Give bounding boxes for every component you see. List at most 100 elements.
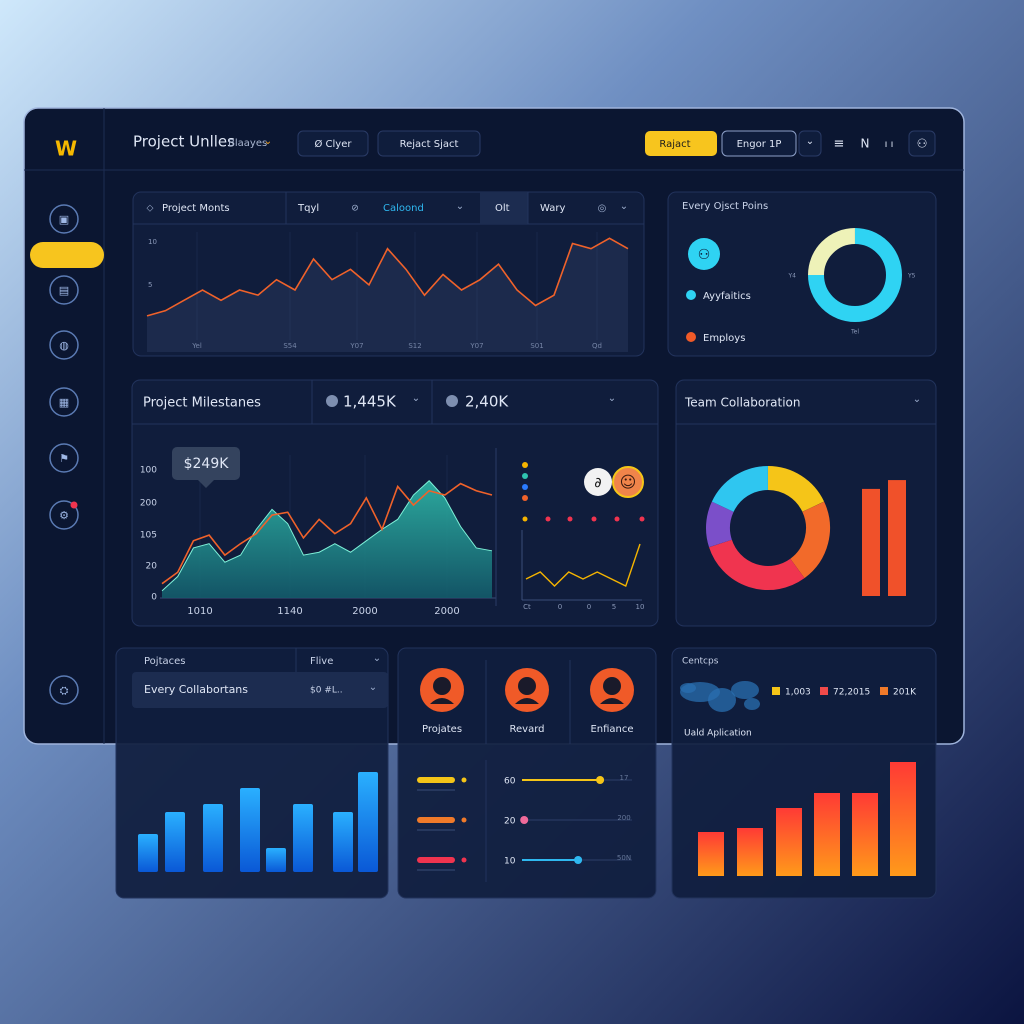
app-title: Project Unlles: [133, 133, 235, 151]
legend-label: Ayyfaitics: [703, 291, 751, 302]
sidebar-icon[interactable]: [49, 675, 79, 705]
area-series: [162, 480, 492, 598]
sidebar-icon[interactable]: [49, 275, 79, 305]
legend-swatch: [880, 687, 888, 695]
bar: [266, 848, 286, 872]
tab-label[interactable]: Tqyl: [297, 203, 319, 214]
header-icon: N: [861, 137, 870, 151]
icon: ⚙: [59, 509, 69, 522]
donut-segment: [706, 501, 734, 548]
panel-title: Every Ojsct Poins: [682, 201, 768, 212]
icon: ▣: [59, 213, 69, 226]
sidebar-icon[interactable]: [49, 204, 79, 234]
icon: ◍: [59, 339, 69, 352]
donut-segment: [789, 501, 830, 579]
row-label: 10: [504, 857, 516, 867]
marker-dot: [567, 516, 573, 522]
sidebar-icon[interactable]: [49, 443, 79, 473]
reward-label[interactable]: Enfiance: [590, 724, 633, 735]
sidebar-icon[interactable]: [49, 330, 79, 360]
marker-dot: [639, 516, 645, 522]
map-shape: [708, 688, 736, 712]
panel-title: Team Collaboration: [684, 396, 801, 410]
map-shape: [744, 698, 760, 710]
app-subtitle: Blaayes: [228, 138, 267, 149]
line-series: [146, 237, 629, 317]
filter-box[interactable]: [297, 130, 369, 157]
x-tick-label: 5: [612, 603, 616, 611]
filter-label: Rejact Sjact: [400, 139, 459, 150]
x-tick-label: S54: [283, 342, 297, 350]
donut-label: Y5: [907, 273, 916, 280]
y-tick-label: 200: [140, 499, 157, 509]
panel-footer: Uald Aplication: [684, 729, 752, 739]
tab-label[interactable]: Project Monts: [162, 203, 230, 214]
panel-title: Project Milestanes: [143, 396, 261, 411]
tab-label[interactable]: Olt: [495, 203, 510, 214]
stat-value: 1,445K: [343, 393, 397, 411]
line-chart-panel: [132, 191, 645, 357]
line-area: [147, 238, 628, 352]
sidebar-icon[interactable]: [49, 387, 79, 417]
sidebar-active[interactable]: [30, 242, 104, 268]
reward-label[interactable]: Revard: [510, 724, 545, 735]
primary-button[interactable]: [645, 131, 717, 156]
icon: ⌄: [264, 136, 272, 147]
notification-dot: [70, 501, 78, 509]
reward-icon-body: [430, 698, 454, 704]
legend-label: 72,2015: [833, 688, 870, 698]
row-dot: [461, 777, 467, 783]
reward-icon-head: [603, 677, 621, 695]
bar: [890, 762, 916, 876]
map-shape: [731, 681, 759, 699]
marker-dot: [522, 516, 528, 522]
slider-handle[interactable]: [596, 776, 605, 784]
stat-icon: [326, 395, 338, 407]
icon: ☺: [620, 473, 637, 492]
dropdown-toggle[interactable]: [798, 130, 822, 157]
donut-label: Y4: [788, 273, 797, 280]
icon: ◎: [598, 203, 607, 214]
bar: [698, 832, 724, 876]
dropdown[interactable]: [721, 130, 797, 157]
x-tick-label: 0: [587, 603, 591, 611]
row-dot: [461, 857, 467, 863]
x-tick-label: Yel: [191, 342, 202, 350]
icon: ⚇: [917, 137, 928, 151]
x-tick-label: Y07: [469, 342, 483, 350]
tooltip-label: $249K: [184, 456, 230, 472]
row-label: 20: [504, 817, 516, 827]
tab-label[interactable]: Wary: [540, 203, 565, 214]
list-row[interactable]: [132, 672, 388, 708]
icon: ▦: [59, 396, 69, 409]
row-value: $0 #L..: [310, 686, 343, 696]
bar: [203, 804, 223, 872]
y-tick-label: 20: [146, 562, 158, 572]
bar: [814, 793, 840, 876]
legend-dot: [686, 290, 696, 300]
bar: [776, 808, 802, 876]
bar: [852, 793, 878, 876]
legend-label: 1,003: [785, 688, 811, 698]
donut-segment: [709, 539, 805, 590]
legend-dot: [522, 473, 528, 479]
donut-segment: [711, 466, 769, 513]
row-bar: [417, 817, 455, 823]
x-tick-label: 2000: [434, 606, 459, 617]
row-bar: [417, 777, 455, 783]
reward-label[interactable]: Projates: [422, 724, 462, 735]
filter-box[interactable]: [377, 130, 481, 157]
slider-handle[interactable]: [574, 856, 583, 864]
sidebar-icon[interactable]: [49, 500, 79, 530]
marker-dot: [614, 516, 620, 522]
y-tick-label: 5: [148, 281, 152, 289]
slider-handle[interactable]: [520, 816, 529, 824]
icon: ı ı: [885, 139, 894, 150]
icon: ≡: [834, 137, 845, 152]
row-label: 60: [504, 777, 516, 787]
tab-label[interactable]: Caloond: [383, 203, 424, 214]
line-series: [161, 482, 493, 585]
reward-icon-body: [515, 698, 539, 704]
icon: ⌄: [620, 201, 628, 212]
user-button[interactable]: [908, 130, 936, 157]
